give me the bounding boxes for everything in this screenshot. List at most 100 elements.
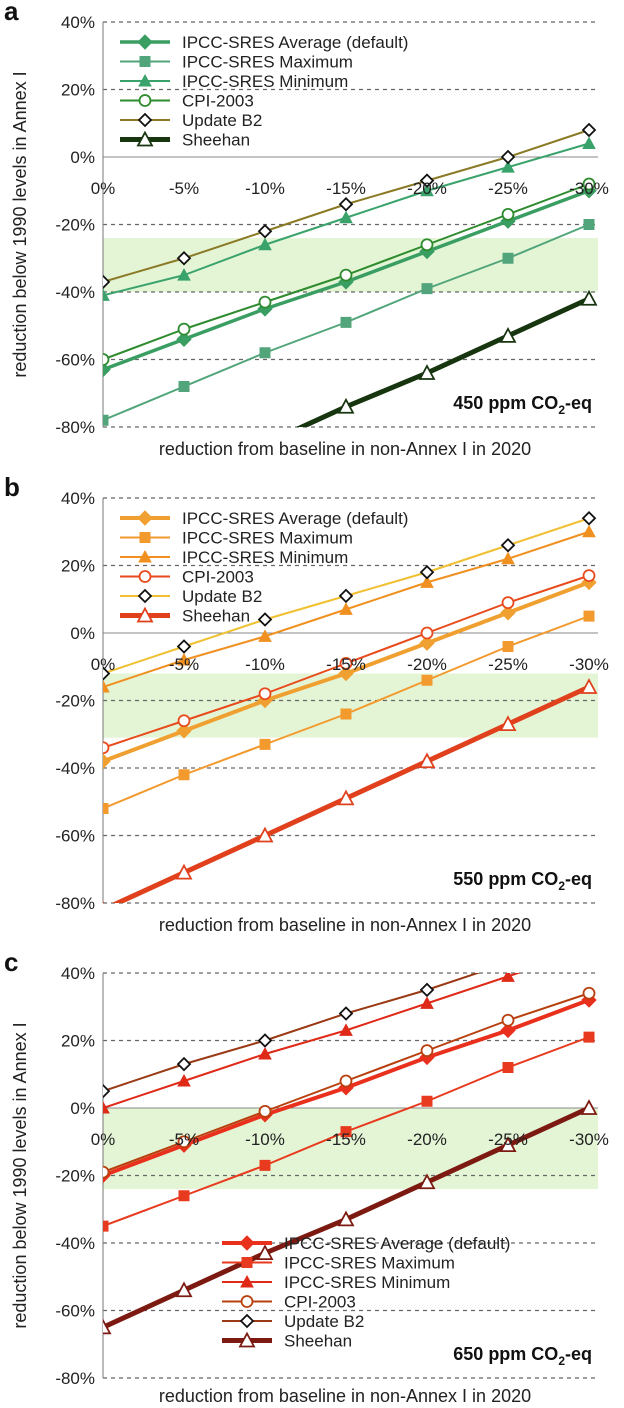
data-point [337, 397, 355, 414]
y-tick-label: 0% [70, 624, 95, 643]
y-tick-label: 0% [70, 1099, 95, 1118]
series-circle-open [103, 569, 596, 755]
data-point [256, 1244, 274, 1261]
legend-label: CPI-2003 [182, 568, 254, 587]
data-point [177, 714, 191, 728]
data-point [103, 1318, 112, 1335]
data-point [258, 237, 272, 251]
data-point [338, 196, 354, 212]
y-tick-label: 0% [70, 148, 95, 167]
legend-item: IPCC-SRES Average (default) [120, 509, 408, 528]
data-point [499, 715, 517, 732]
series-triangle-open [103, 1099, 598, 1335]
y-tick-label: 40% [61, 13, 95, 32]
data-point [340, 316, 352, 328]
data-point [421, 674, 433, 686]
data-point [339, 268, 353, 282]
x-tick-label: -30% [569, 1130, 609, 1149]
scenario-annotation: 650 ppm CO2-eq [453, 1344, 592, 1368]
data-point [103, 900, 105, 903]
data-point [177, 322, 191, 336]
data-point [103, 288, 110, 301]
data-point [340, 1126, 352, 1138]
data-point [138, 73, 152, 87]
annotation-tail: -eq [565, 869, 592, 889]
data-point [502, 1062, 514, 1073]
data-point [420, 996, 434, 1009]
data-point [175, 863, 193, 880]
annotation-tail: -eq [565, 393, 592, 413]
data-point [259, 738, 271, 750]
data-point [175, 1281, 193, 1298]
annotation-subscript: 2 [558, 879, 565, 893]
data-point [421, 283, 433, 295]
data-point [178, 381, 190, 392]
panel-letter: a [4, 0, 19, 26]
x-tick-label: -20% [407, 1130, 447, 1149]
legend-label: Update B2 [182, 111, 262, 130]
scenario-annotation: 550 ppm CO2-eq [453, 869, 592, 893]
data-point [500, 537, 516, 553]
data-point [177, 1073, 191, 1087]
x-axis-label: reduction from baseline in non-Annex I i… [159, 915, 531, 935]
data-point [176, 1056, 192, 1072]
data-point [420, 626, 434, 640]
data-point [103, 1083, 111, 1099]
series-diamond-open [103, 510, 597, 681]
data-point [178, 769, 190, 781]
legend-label: IPCC-SRES Minimum [284, 1273, 450, 1292]
x-tick-label: -5% [169, 1130, 199, 1149]
legend-item: IPCC-SRES Average (default) [222, 1234, 510, 1253]
scenario-annotation: 450 ppm CO2-eq [453, 393, 592, 417]
legend-label: Sheehan [182, 607, 250, 626]
legend-item: Update B2 [120, 111, 262, 130]
legend-item: Update B2 [120, 587, 262, 606]
x-axis-label: reduction from baseline in non-Annex I i… [159, 1386, 531, 1406]
legend-label: IPCC-SRES Minimum [182, 72, 348, 91]
y-tick-label: -40% [55, 283, 95, 302]
x-tick-label: -5% [169, 179, 199, 198]
legend-label: IPCC-SRES Maximum [284, 1254, 455, 1273]
data-point [137, 34, 153, 50]
data-point [176, 250, 192, 266]
data-point [420, 238, 434, 252]
data-point [582, 136, 596, 149]
data-point [419, 173, 435, 188]
series-circle-open [103, 986, 596, 1179]
x-tick-label: -25% [488, 1130, 528, 1149]
annotation-tail: -eq [565, 1344, 592, 1364]
data-point [339, 656, 353, 670]
data-point [138, 549, 152, 563]
data-point [258, 687, 272, 701]
data-point [499, 326, 517, 343]
y-axis-label: reduction below 1990 levels in Annex I [10, 1022, 30, 1328]
legend-item: IPCC-SRES Average (default) [120, 33, 408, 52]
data-point [240, 1295, 254, 1308]
data-point [583, 1031, 595, 1043]
annotation-subscript: 2 [558, 1354, 565, 1368]
series-triangle-open [103, 678, 598, 903]
data-point [339, 1023, 353, 1036]
data-point [103, 361, 111, 378]
data-point [583, 930, 595, 942]
series-group [103, 122, 598, 427]
data-point [103, 414, 109, 426]
data-point [256, 826, 274, 843]
data-point [580, 678, 598, 694]
annotation-main: 450 ppm CO [453, 393, 558, 413]
data-point [501, 160, 515, 173]
data-point [338, 1006, 354, 1021]
data-point [583, 943, 595, 954]
x-tick-label: 0% [91, 179, 116, 198]
y-tick-label: -60% [55, 1302, 95, 1321]
data-point [139, 532, 151, 543]
data-point [500, 1022, 516, 1039]
data-point [258, 1046, 272, 1060]
legend-label: IPCC-SRES Average (default) [182, 509, 408, 528]
x-tick-label: -5% [169, 655, 199, 674]
legend-label: Update B2 [182, 587, 262, 606]
legend-item: IPCC-SRES Minimum [222, 1273, 450, 1292]
data-point [137, 510, 153, 526]
annotation-subscript: 2 [558, 403, 565, 417]
data-point [339, 602, 353, 615]
